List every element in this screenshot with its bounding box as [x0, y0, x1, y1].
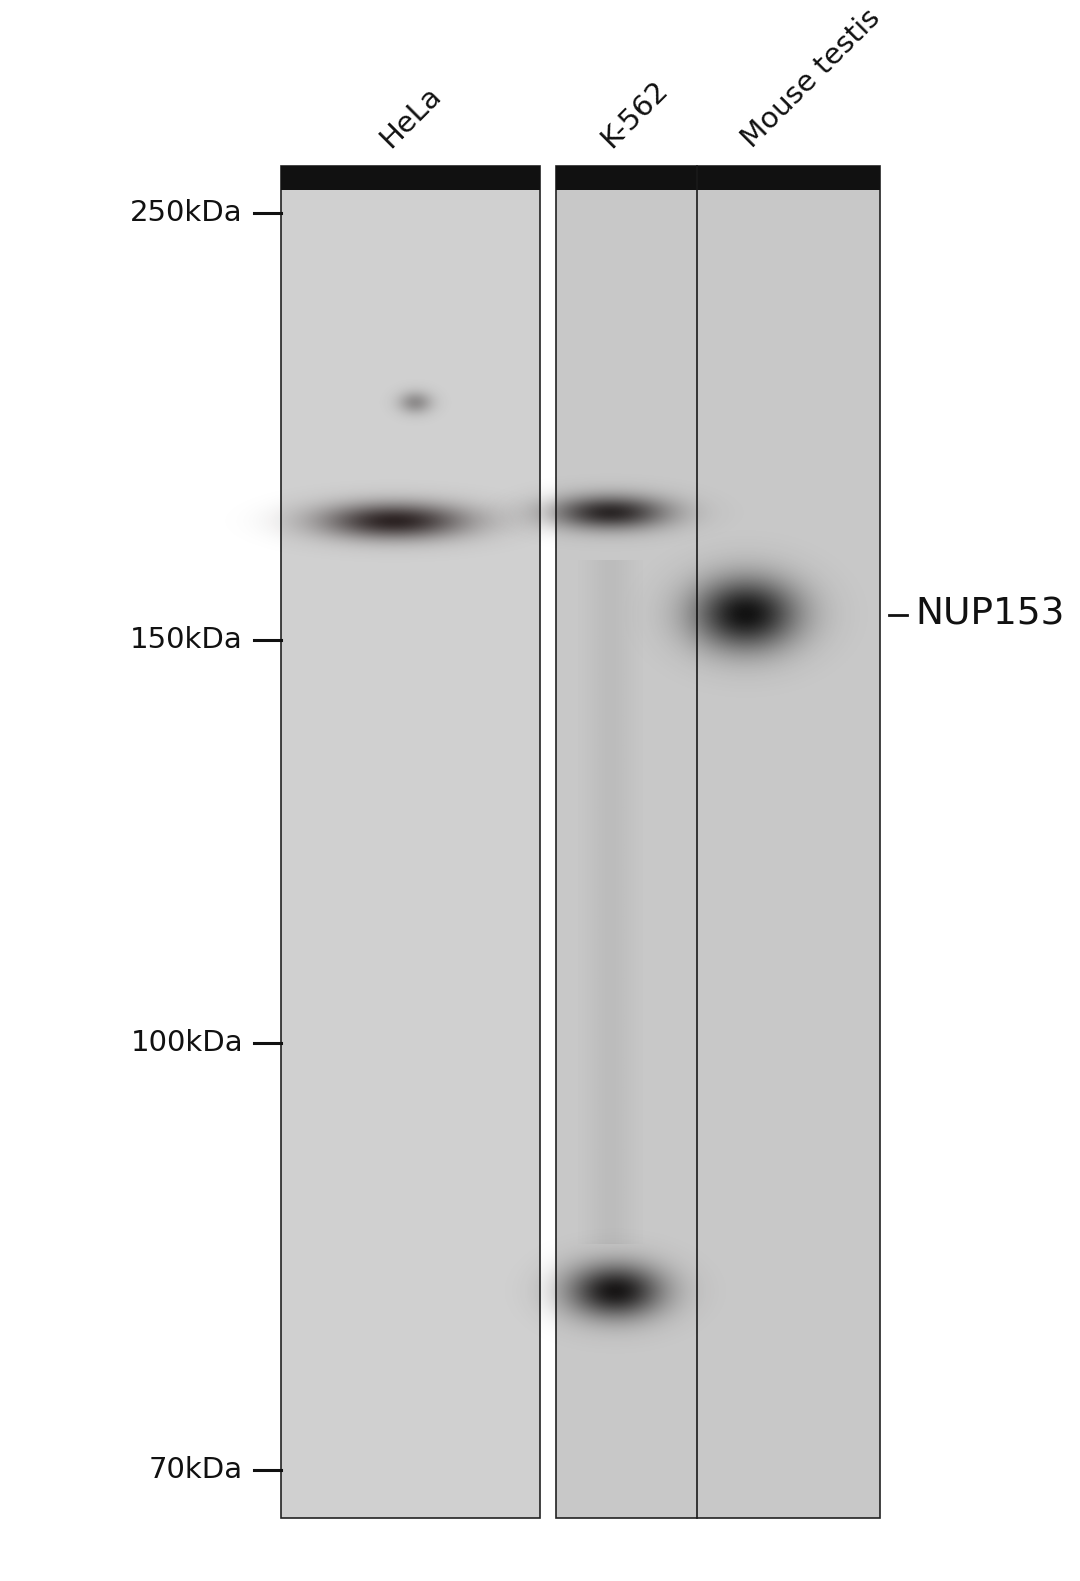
- Text: 250kDa: 250kDa: [131, 199, 243, 228]
- Text: HeLa: HeLa: [375, 81, 446, 153]
- Bar: [281, 166, 540, 1518]
- Bar: [556, 166, 880, 1518]
- Text: K-562: K-562: [596, 76, 674, 153]
- Text: Mouse testis: Mouse testis: [737, 3, 886, 153]
- Bar: [281, 166, 540, 190]
- Text: 100kDa: 100kDa: [131, 1029, 243, 1058]
- Text: NUP153: NUP153: [916, 596, 1065, 632]
- Text: 150kDa: 150kDa: [131, 626, 243, 655]
- Text: 70kDa: 70kDa: [149, 1456, 243, 1485]
- Bar: [556, 166, 880, 190]
